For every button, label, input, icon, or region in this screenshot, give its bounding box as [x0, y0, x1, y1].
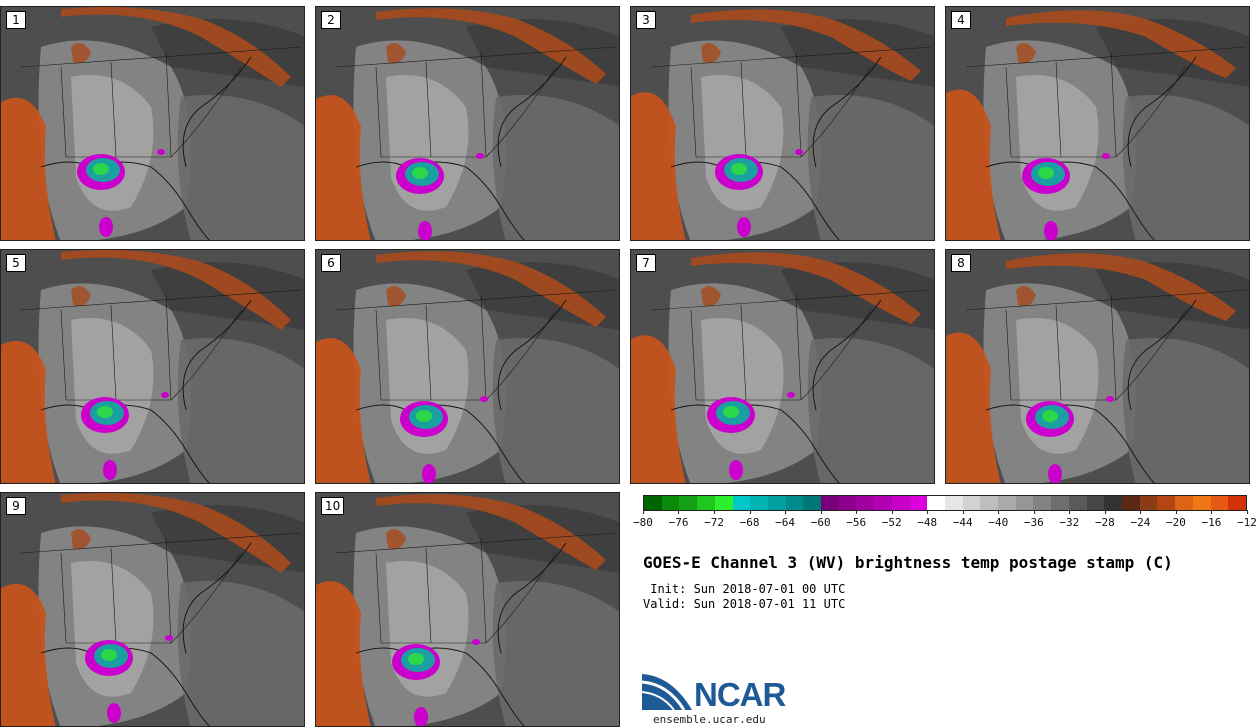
colorbar-tick-label: −44	[953, 510, 973, 529]
colorbar-segment	[697, 496, 715, 510]
panel-number-label: 9	[6, 497, 26, 515]
colorbar-tick-label: −68	[740, 510, 760, 529]
valid-time: Valid: Sun 2018-07-01 11 UTC	[643, 597, 846, 611]
colorbar-segment	[767, 496, 786, 510]
forecast-panel-6: 6	[315, 249, 620, 484]
colorbar-segment	[998, 496, 1016, 510]
water-vapor-map	[1, 493, 304, 726]
init-time: Init: Sun 2018-07-01 00 UTC	[643, 582, 846, 596]
colorbar-tick-label: −56	[846, 510, 866, 529]
colorbar-tick-label: −12	[1237, 510, 1257, 529]
colorbar-tick-label: −20	[1166, 510, 1186, 529]
colorbar-segment	[1033, 496, 1052, 510]
colorbar-segment	[927, 496, 945, 510]
water-vapor-map	[316, 493, 619, 726]
colorbar-segment	[944, 496, 963, 510]
colorbar-segment	[661, 496, 680, 510]
colorbar-tick-label: −52	[882, 510, 902, 529]
colorbar-tick-label: −32	[1059, 510, 1079, 529]
panel-number-label: 1	[6, 11, 26, 29]
colorbar-tick-label: −64	[775, 510, 795, 529]
colorbar-tick-label: −48	[917, 510, 937, 529]
colorbar-segment	[891, 496, 910, 510]
water-vapor-map	[946, 7, 1249, 240]
panel-number-label: 10	[321, 497, 345, 515]
water-vapor-map	[1, 7, 304, 240]
panel-number-label: 3	[636, 11, 656, 29]
colorbar-tick-label: −24	[1130, 510, 1150, 529]
panel-number-label: 7	[636, 254, 656, 272]
colorbar-segment	[644, 496, 662, 510]
forecast-panel-2: 2	[315, 6, 620, 241]
colorbar-segment	[1175, 496, 1193, 510]
figure-title: GOES-E Channel 3 (WV) brightness temp po…	[643, 553, 1173, 572]
forecast-panel-10: 10	[315, 492, 620, 727]
colorbar-tick-label: −36	[1024, 510, 1044, 529]
water-vapor-map	[946, 250, 1249, 483]
panel-number-label: 4	[951, 11, 971, 29]
forecast-panel-7: 7	[630, 249, 935, 484]
panel-number-label: 2	[321, 11, 341, 29]
colorbar-segment	[874, 496, 892, 510]
colorbar-segment	[856, 496, 875, 510]
colorbar-segment	[838, 496, 857, 510]
colorbar-segment	[909, 496, 928, 510]
colorbar-segment	[1121, 496, 1140, 510]
colorbar-segment	[1051, 496, 1069, 510]
water-vapor-map	[631, 250, 934, 483]
colorbar	[643, 495, 1247, 511]
colorbar-segment	[821, 496, 839, 510]
colorbar-segment	[1015, 496, 1034, 510]
water-vapor-map	[631, 7, 934, 240]
colorbar-segment	[1157, 496, 1176, 510]
colorbar-tick-label: −72	[704, 510, 724, 529]
forecast-panel-1: 1	[0, 6, 305, 241]
colorbar-segment	[785, 496, 804, 510]
colorbar-tick-label: −76	[669, 510, 688, 529]
water-vapor-map	[1, 250, 304, 483]
colorbar-segment	[1192, 496, 1211, 510]
panel-number-label: 5	[6, 254, 26, 272]
ncar-logo-text: NCAR	[694, 676, 786, 713]
colorbar-segment	[750, 496, 768, 510]
colorbar-segment	[1068, 496, 1087, 510]
forecast-panel-4: 4	[945, 6, 1250, 241]
colorbar-segment	[732, 496, 751, 510]
forecast-panel-8: 8	[945, 249, 1250, 484]
panel-number-label: 6	[321, 254, 341, 272]
ncar-logo	[642, 674, 692, 711]
colorbar-ticks: −80 −76 −72 −68 −64 −60 −56 −52 −48 −44 −40 −36 −32−…	[633, 510, 1257, 535]
logo-url: ensemble.ucar.edu	[653, 713, 766, 726]
colorbar-tick-label: −80	[633, 510, 653, 529]
colorbar-segment	[803, 496, 822, 510]
water-vapor-map	[316, 250, 619, 483]
colorbar-segment	[1086, 496, 1105, 510]
colorbar-segment	[1210, 496, 1229, 510]
colorbar-segment	[1104, 496, 1122, 510]
colorbar-segment	[714, 496, 733, 510]
forecast-panel-9: 9	[0, 492, 305, 727]
panel-number-label: 8	[951, 254, 971, 272]
colorbar-segment	[980, 496, 999, 510]
forecast-panel-5: 5	[0, 249, 305, 484]
colorbar-tick-label: −40	[988, 510, 1008, 529]
colorbar-tick-label: −16	[1202, 510, 1221, 529]
colorbar-tick-label: −60	[811, 510, 831, 529]
colorbar-segment	[962, 496, 981, 510]
colorbar-segment	[1228, 496, 1246, 510]
colorbar-tick-label: −28	[1095, 510, 1115, 529]
colorbar-segment	[679, 496, 698, 510]
colorbar-segment	[1139, 496, 1158, 510]
forecast-panel-3: 3	[630, 6, 935, 241]
water-vapor-map	[316, 7, 619, 240]
